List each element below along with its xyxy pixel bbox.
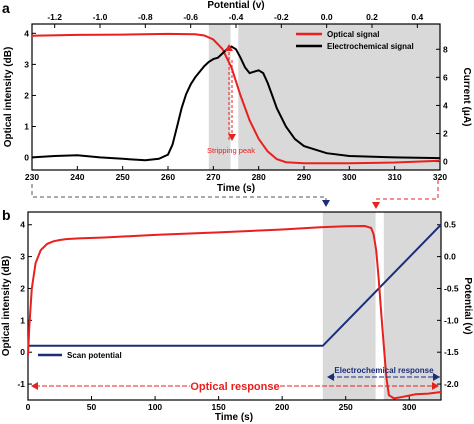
top-x-axis: -1.2 -1.0 -0.8 -0.6 -0.4 -0.2 0.0 0.2 0.4	[47, 12, 424, 28]
y-left-tick-label: 1	[20, 315, 25, 325]
top-x-tick-label: -0.6	[183, 12, 198, 22]
x-tick-label: 290	[297, 172, 311, 182]
x-tick-label: 240	[70, 172, 84, 182]
connector-left	[31, 184, 330, 207]
y-right-tick-label: 2	[443, 129, 448, 139]
right-y-axis: 0 2 4 6 8	[436, 44, 448, 167]
y-right-tick-label: 6	[443, 72, 448, 82]
series-line-optical-signal	[31, 32, 441, 165]
x-tick-label: 250	[339, 402, 353, 412]
legend-label-scan-potential: Scan potential	[67, 351, 122, 360]
y-right-tick-label: 4	[443, 100, 448, 110]
panel-label-a: a	[2, 0, 10, 16]
top-x-tick-label: -1.0	[93, 12, 108, 22]
top-x-tick-label: -1.2	[47, 12, 62, 22]
stripping-peak-label: Stripping peak	[207, 146, 255, 155]
y-right-tick-label: -1.0	[444, 315, 459, 325]
right-y-axis-label: Potential (v)	[462, 277, 473, 334]
x-tick-label: 280	[252, 172, 266, 182]
x-tick-label: 260	[161, 172, 175, 182]
top-x-tick-label: -0.2	[274, 12, 289, 22]
top-x-tick-label: 0.2	[366, 12, 378, 22]
y-right-tick-label: -0.5	[444, 283, 459, 293]
series-line-electrochemical-signal	[31, 45, 441, 162]
x-tick-label: 200	[275, 402, 289, 412]
x-tick-label: 50	[87, 402, 97, 412]
highlight-band	[230, 24, 239, 170]
y-right-tick-label: 8	[443, 44, 448, 54]
y-left-tick-label: -1	[17, 379, 25, 389]
top-x-axis-label: Potential (v)	[207, 0, 264, 11]
top-x-tick-label: 0.4	[411, 12, 423, 22]
left-y-axis-label: Optical intensity (dB)	[1, 256, 12, 357]
top-x-tick-label: -0.8	[138, 12, 153, 22]
legend-label-electrochemical: Electrochemical signal	[327, 42, 414, 51]
y-right-tick-label: -2.0	[444, 379, 459, 389]
y-left-tick-label: 2	[24, 90, 29, 100]
panel-b: b 0 50 100 150 200 250 300 Time (s) -1 0 1 2 3 4 Op…	[1, 207, 473, 423]
panel-a: a -1.2 -1.0 -0.8 -0.6 -0.4 -0.2 0.0 0.2 0.4 Pote…	[2, 0, 472, 194]
x-tick-label: 0	[26, 402, 31, 412]
x-tick-label: 270	[206, 172, 220, 182]
y-left-tick-label: 0	[20, 347, 25, 357]
y-right-tick-label: 0.0	[444, 252, 456, 262]
y-right-tick-label: 0	[443, 157, 448, 167]
y-left-tick-label: 0	[24, 153, 29, 163]
y-left-tick-label: 3	[20, 252, 25, 262]
shaded-region	[208, 24, 440, 170]
left-y-axis: -1 0 1 2 3 4	[17, 220, 32, 389]
y-left-tick-label: 4	[24, 28, 29, 38]
x-tick-label: 310	[388, 172, 402, 182]
top-x-tick-label: -0.4	[229, 12, 244, 22]
legend-label-optical: Optical signal	[327, 30, 379, 39]
x-tick-label: 150	[212, 402, 226, 412]
legend: Scan potential	[38, 351, 122, 360]
optical-response-label-bg	[190, 378, 280, 392]
optical-response-label: Optical response	[190, 381, 279, 393]
x-tick-label: 320	[433, 172, 447, 182]
connector-right	[372, 180, 439, 209]
left-y-axis: 0 1 2 3 4	[24, 28, 36, 163]
right-y-axis: -2.0 -1.5 -1.0 -0.5 0.0 0.5	[437, 220, 459, 389]
right-y-axis-label: Current (μA)	[461, 68, 472, 127]
legend: Optical signal Electrochemical signal	[296, 30, 414, 51]
y-right-tick-label: -1.5	[444, 347, 459, 357]
electrochemical-response-label: Electrochemical response	[334, 366, 434, 375]
x-tick-label: 250	[116, 172, 130, 182]
x-axis: 230 240 250 260 270 280 290 300 310 320	[25, 166, 447, 182]
x-axis-label: Time (s)	[215, 412, 253, 423]
y-left-tick-label: 2	[20, 283, 25, 293]
series-line-optical-signal	[27, 224, 442, 400]
x-tick-label: 300	[342, 172, 356, 182]
x-tick-label: 230	[25, 172, 39, 182]
x-axis: 0 50 100 150 200 250 300	[26, 396, 417, 412]
plot-frame	[27, 211, 442, 401]
x-axis-label: Time (s)	[217, 183, 255, 194]
highlight-band	[375, 212, 384, 400]
x-tick-label: 100	[148, 402, 162, 412]
top-x-tick-label: 0.0	[321, 12, 333, 22]
y-left-tick-label: 4	[20, 220, 25, 230]
y-left-tick-label: 1	[24, 122, 29, 132]
panel-connectors	[31, 180, 439, 209]
left-y-axis-label: Optical intensity (dB)	[3, 47, 14, 148]
y-right-tick-label: 0.5	[444, 220, 456, 230]
series-line-scan-potential	[28, 224, 442, 347]
x-tick-label: 300	[402, 402, 416, 412]
y-left-tick-label: 3	[24, 59, 29, 69]
panel-label-b: b	[2, 207, 11, 223]
